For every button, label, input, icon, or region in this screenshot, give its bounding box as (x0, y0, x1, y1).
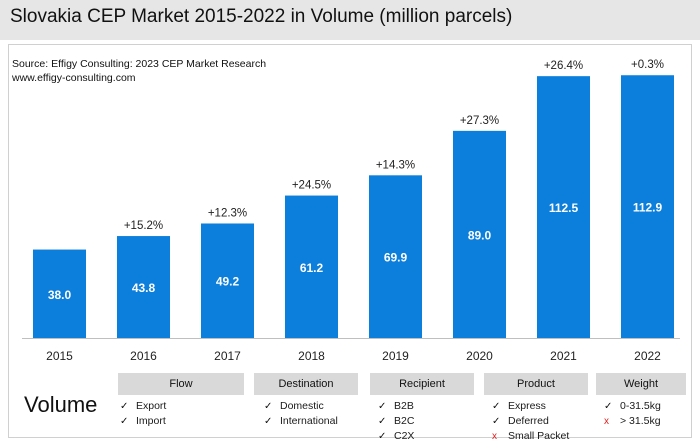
recipient-items: ✓ B2B ✓ B2C ✓ C2X (378, 399, 414, 444)
website: www.effigy-consulting.com (12, 72, 136, 84)
weight-items: ✓ 0-31.5kg x > 31.5kg (604, 399, 661, 429)
list-item: ✓ Express (492, 400, 546, 412)
value-label-2020: 89.0 (468, 228, 492, 242)
value-label-2019: 69.9 (384, 251, 408, 265)
list-item: x Small Packet (492, 430, 570, 442)
list-item: ✓ Deferred (492, 415, 549, 427)
bar-2021 (537, 76, 590, 338)
list-item: ✓ B2B (378, 400, 414, 412)
bar-2022 (621, 75, 674, 339)
check-icon: ✓ (492, 416, 501, 427)
x-tick-label-2015: 2015 (46, 349, 73, 363)
title-band: Slovakia CEP Market 2015-2022 in Volume … (0, 0, 700, 40)
list-item: ✓ Import (120, 415, 166, 427)
category-destination: Destination (254, 373, 358, 395)
x-tick-label-2016: 2016 (130, 349, 157, 363)
source-note: Source: Effigy Consulting: 2023 CEP Mark… (12, 57, 266, 85)
value-label-2015: 38.0 (48, 288, 72, 302)
value-label-2017: 49.2 (216, 275, 240, 289)
category-recipient: Recipient (370, 373, 474, 395)
bar-2015 (33, 249, 86, 338)
category-product: Product (484, 373, 588, 395)
growth-label-2016: +15.2% (124, 220, 163, 232)
check-icon: ✓ (378, 416, 387, 427)
category-flow: Flow (118, 373, 244, 395)
growth-label-2019: +14.3% (376, 159, 415, 171)
check-icon: ✓ (378, 401, 387, 412)
category-weight: Weight (596, 373, 686, 395)
value-label-2022: 112.9 (633, 201, 663, 215)
growth-label-2020: +27.3% (460, 115, 499, 127)
list-item: ✓ B2C (378, 415, 415, 427)
chart-frame (8, 44, 692, 438)
volume-heading: Volume (24, 392, 98, 417)
list-item: ✓ 0-31.5kg (604, 400, 661, 412)
growth-label-2021: +26.4% (544, 60, 583, 72)
source-line: Source: Effigy Consulting: 2023 CEP Mark… (12, 58, 267, 70)
x-tick-label-2021: 2021 (550, 349, 577, 363)
list-item: ✓ Export (120, 400, 167, 412)
bar-2016 (117, 236, 170, 338)
x-tick-label-2017: 2017 (214, 349, 241, 363)
check-icon: ✓ (120, 416, 129, 427)
value-label-2016: 43.8 (132, 281, 156, 295)
check-icon: ✓ (120, 401, 129, 412)
bar-2017 (201, 223, 254, 338)
destination-items: ✓ Domestic ✓ International (264, 399, 338, 429)
bar-2020 (453, 130, 506, 338)
bar-2019 (369, 175, 422, 338)
x-tick-label-2022: 2022 (634, 349, 661, 363)
x-tick-label-2020: 2020 (466, 349, 493, 363)
cross-icon: x (492, 431, 497, 442)
check-icon: ✓ (378, 431, 387, 442)
flow-items: ✓ Export ✓ Import (120, 399, 166, 429)
cross-icon: x (604, 416, 609, 427)
chart-title: Slovakia CEP Market 2015-2022 in Volume … (10, 6, 513, 27)
growth-label-2017: +12.3% (208, 207, 247, 219)
check-icon: ✓ (264, 416, 273, 427)
product-items: ✓ Express ✓ Deferred x Small Packet (492, 399, 569, 444)
value-label-2018: 61.2 (300, 261, 324, 275)
value-label-2021: 112.5 (549, 201, 579, 215)
bar-2018 (285, 195, 338, 338)
check-icon: ✓ (264, 401, 273, 412)
growth-label-2022: +0.3% (631, 59, 664, 71)
list-item: ✓ Domestic (264, 400, 324, 412)
list-item: ✓ International (264, 415, 338, 427)
check-icon: ✓ (604, 401, 613, 412)
growth-label-2018: +24.5% (292, 180, 331, 192)
x-tick-label-2018: 2018 (298, 349, 325, 363)
check-icon: ✓ (492, 401, 501, 412)
x-tick-label-2019: 2019 (382, 349, 409, 363)
list-item: x > 31.5kg (604, 415, 661, 427)
list-item: ✓ C2X (378, 430, 415, 442)
